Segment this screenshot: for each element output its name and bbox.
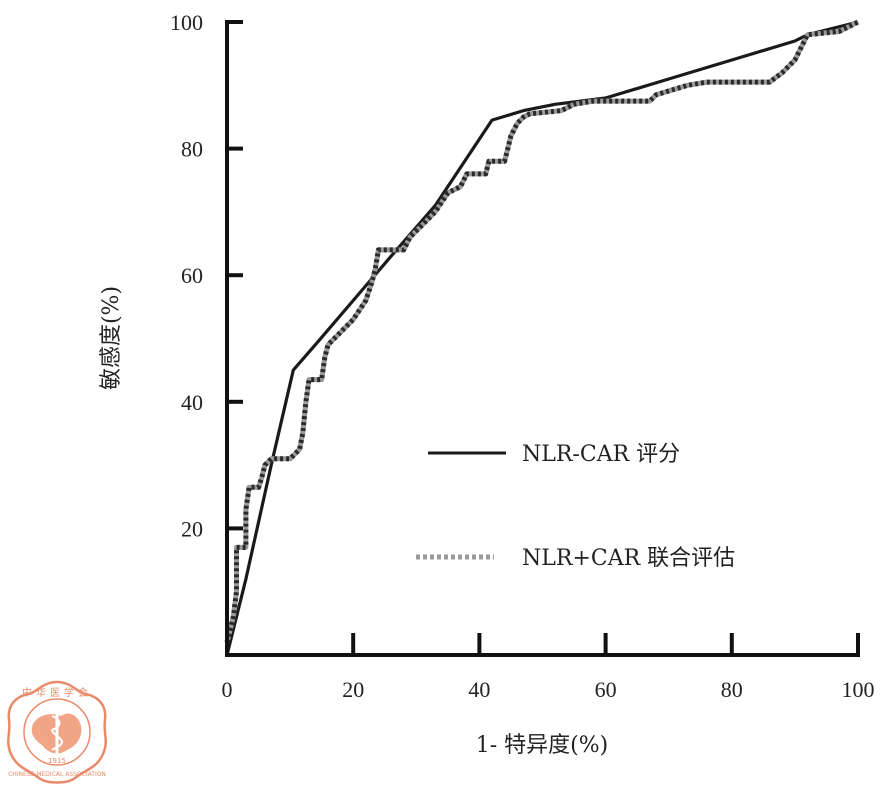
x-tick-label: 0	[222, 677, 233, 702]
seal-year: 1915	[48, 757, 66, 765]
y-tick-label: 60	[181, 263, 203, 288]
seal-outer-shape	[7, 680, 107, 784]
x-tick-label: 60	[595, 677, 617, 702]
x-tick-label: 40	[468, 677, 490, 702]
x-tick-label: 20	[342, 677, 364, 702]
legend: NLR-CAR 评分 NLR+CAR 联合评估	[416, 442, 735, 571]
axis-ticks: 20 40 60 80 100 0 20 40 60 80 100	[170, 10, 875, 702]
series-halo-1	[224, 19, 860, 643]
y-tick-label: 100	[170, 10, 203, 35]
seal-serpent-icon	[50, 715, 64, 751]
legend-label-nlr-car-combined: NLR+CAR 联合评估	[522, 546, 735, 571]
seal-inner-circle	[23, 698, 91, 766]
legend-label-nlr-car-score: NLR-CAR 评分	[522, 442, 680, 467]
plot-area	[224, 19, 860, 656]
y-tick-label: 80	[181, 137, 203, 162]
x-axis-title: 1- 特异度(%)	[476, 733, 609, 758]
x-tick-label: 80	[721, 677, 743, 702]
cma-seal-logo: 1915 中华医学会 CHINESE MEDICAL ASSOCIATION	[7, 680, 107, 784]
y-axis-title: 敏感度(%)	[99, 286, 124, 390]
seal-text-en: CHINESE MEDICAL ASSOCIATION	[8, 771, 106, 778]
y-tick-label: 20	[181, 516, 203, 541]
series-line-nlr-car-score	[225, 20, 859, 656]
y-tick-label: 40	[181, 390, 203, 415]
seal-text-cn: 中华医学会	[22, 686, 92, 699]
x-tick-label: 100	[842, 677, 875, 702]
